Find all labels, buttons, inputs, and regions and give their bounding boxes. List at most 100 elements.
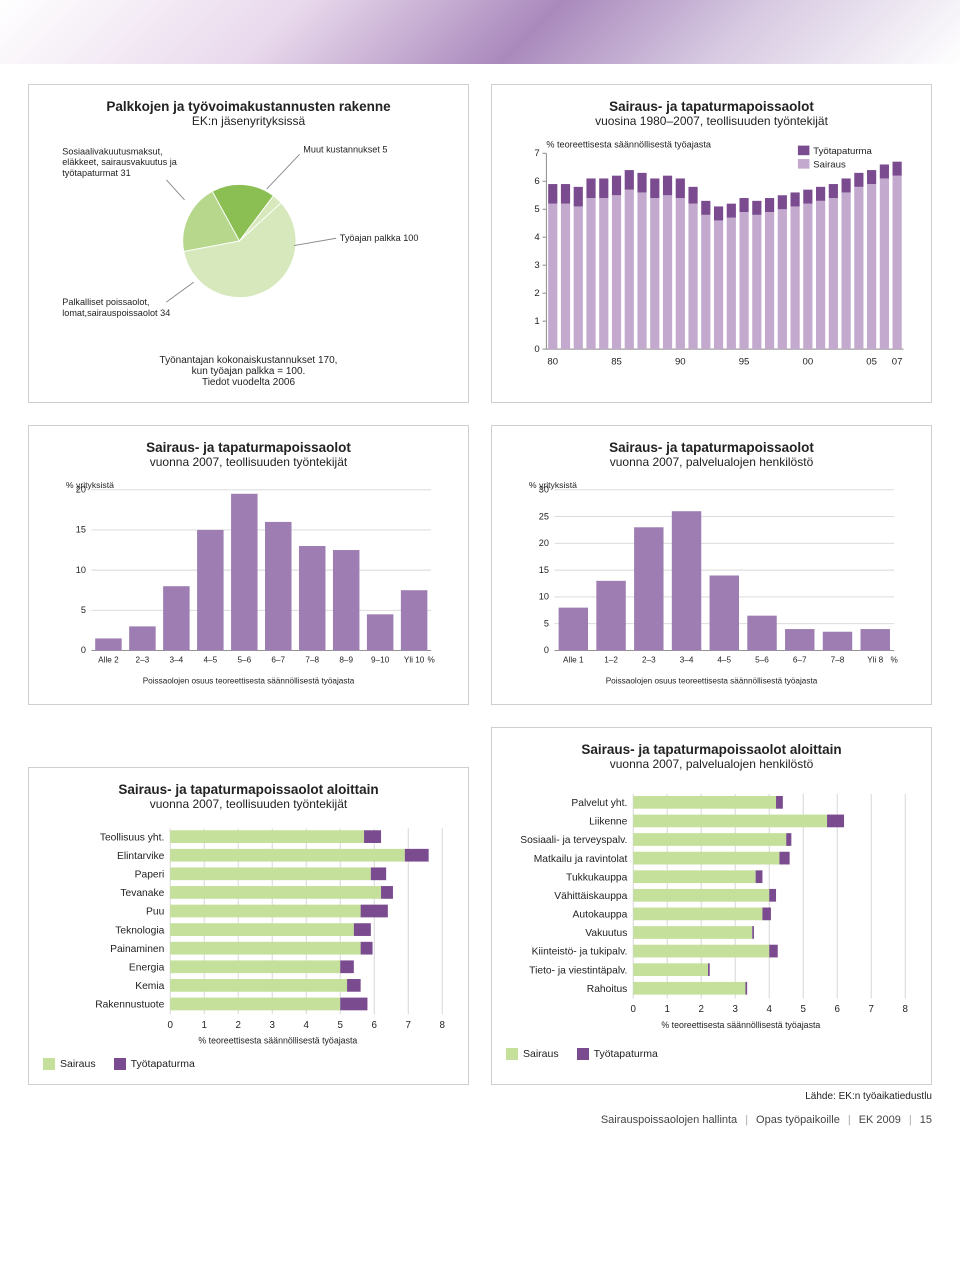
svg-text:30: 30 (539, 485, 549, 495)
svg-text:Teknologia: Teknologia (115, 925, 164, 936)
svg-text:5: 5 (534, 204, 539, 215)
svg-text:Poissaolojen osuus teoreettise: Poissaolojen osuus teoreettisesta säännö… (143, 676, 355, 685)
svg-text:2–3: 2–3 (136, 655, 150, 664)
svg-text:% yrityksistä: % yrityksistä (529, 480, 577, 490)
svg-text:lomat,sairauspoissaolot 34: lomat,sairauspoissaolot 34 (62, 308, 170, 318)
svg-text:10: 10 (76, 565, 86, 575)
svg-text:8–9: 8–9 (339, 655, 353, 664)
source-line: Lähde: EK:n työaikatiedustlu (28, 1091, 932, 1102)
svg-text:6–7: 6–7 (793, 655, 807, 664)
legend-label: Sairaus (60, 1058, 96, 1070)
panel-sector-industry: Sairaus- ja tapaturmapoissaolot aloittai… (28, 767, 469, 1085)
pie-chart: Sosiaalivakuutusmaksut,eläkkeet, sairaus… (43, 136, 454, 346)
svg-text:Tieto- ja viestintäpalv.: Tieto- ja viestintäpalv. (529, 965, 627, 976)
svg-text:15: 15 (539, 565, 549, 575)
page-number: 15 (920, 1114, 932, 1126)
svg-text:8: 8 (903, 1004, 908, 1015)
svg-text:1–2: 1–2 (604, 655, 618, 664)
svg-text:2: 2 (699, 1004, 704, 1015)
svg-text:7: 7 (534, 148, 539, 159)
svg-text:Alle 1: Alle 1 (563, 655, 584, 664)
svg-text:Teollisuus yht.: Teollisuus yht. (100, 832, 164, 843)
legend: Sairaus Työtapaturma (43, 1058, 454, 1070)
panel-subtitle: vuonna 2007, palvelualojen henkilöstö (506, 455, 917, 469)
svg-text:5–6: 5–6 (237, 655, 251, 664)
svg-text:Puu: Puu (146, 907, 165, 918)
legend: Sairaus Työtapaturma (506, 1048, 917, 1060)
panel-subtitle: vuosina 1980–2007, teollisuuden työnteki… (506, 114, 917, 128)
svg-text:3–4: 3–4 (170, 655, 184, 664)
panel-cost-structure: Palkkojen ja työvoimakustannusten rakenn… (28, 84, 469, 403)
svg-text:Energia: Energia (129, 962, 165, 973)
svg-text:25: 25 (539, 511, 549, 521)
svg-text:Rahoitus: Rahoitus (587, 984, 628, 995)
svg-text:3: 3 (270, 1020, 275, 1031)
svg-text:Painaminen: Painaminen (110, 944, 165, 955)
svg-text:3: 3 (534, 260, 539, 271)
svg-text:5: 5 (544, 618, 549, 628)
svg-text:6: 6 (835, 1004, 840, 1015)
svg-text:Työtapaturma: Työtapaturma (813, 146, 872, 157)
svg-text:0: 0 (544, 645, 549, 655)
svg-text:% teoreettisesta säännöllisest: % teoreettisesta säännöllisestä työajast… (198, 1036, 357, 1046)
bar-chart: % yrityksistä051015202530Alle 11–22–33–4… (506, 477, 917, 687)
svg-text:Palkalliset poissaolot,: Palkalliset poissaolot, (62, 297, 149, 307)
svg-text:80: 80 (547, 356, 558, 367)
bar-chart: % yrityksistä05101520Alle 22–33–44–55–66… (43, 477, 454, 687)
svg-text:00: 00 (803, 356, 814, 367)
svg-text:5: 5 (338, 1020, 344, 1031)
svg-text:90: 90 (675, 356, 686, 367)
footer-text: EK 2009 (859, 1114, 901, 1126)
panel-subtitle: vuonna 2007, palvelualojen henkilöstö (506, 757, 917, 771)
svg-text:0: 0 (534, 344, 539, 355)
svg-text:1: 1 (665, 1004, 670, 1015)
svg-text:Matkailu ja ravintolat: Matkailu ja ravintolat (534, 854, 628, 865)
svg-text:4: 4 (767, 1004, 773, 1015)
pie-caption: kun työajan palkka = 100. (43, 366, 454, 377)
svg-text:5–6: 5–6 (755, 655, 769, 664)
footer-text: Sairauspoissaolojen hallinta (601, 1114, 737, 1126)
svg-text:Elintarvike: Elintarvike (117, 851, 165, 862)
svg-text:Autokauppa: Autokauppa (573, 910, 628, 921)
svg-text:05: 05 (866, 356, 877, 367)
svg-text:4: 4 (304, 1020, 310, 1031)
svg-text:Alle 2: Alle 2 (98, 655, 119, 664)
panel-title: Sairaus- ja tapaturmapoissaolot aloittai… (43, 782, 454, 797)
svg-text:4–5: 4–5 (203, 655, 217, 664)
svg-text:2: 2 (236, 1020, 241, 1031)
svg-text:1: 1 (202, 1020, 207, 1031)
svg-text:Yli 10: Yli 10 (404, 655, 425, 664)
svg-text:07: 07 (892, 356, 903, 367)
svg-text:Vähittäiskauppa: Vähittäiskauppa (554, 891, 627, 902)
decorative-banner (0, 0, 960, 64)
svg-text:4: 4 (534, 232, 540, 243)
pie-caption: Työnantajan kokonaiskustannukset 170, (43, 355, 454, 366)
legend-label: Työtapaturma (131, 1058, 195, 1070)
svg-text:Sairaus: Sairaus (813, 160, 846, 171)
svg-text:8: 8 (440, 1020, 445, 1031)
svg-text:5: 5 (81, 605, 86, 615)
svg-text:Kiinteistö- ja tukipalv.: Kiinteistö- ja tukipalv. (532, 947, 628, 958)
svg-text:Tevanake: Tevanake (120, 888, 164, 899)
panel-subtitle: vuonna 2007, teollisuuden työntekijät (43, 797, 454, 811)
svg-text:työtapaturmat 31: työtapaturmat 31 (62, 168, 130, 178)
svg-text:10: 10 (539, 592, 549, 602)
svg-text:15: 15 (76, 525, 86, 535)
svg-text:eläkkeet, sairausvakuutus ja: eläkkeet, sairausvakuutus ja (62, 157, 178, 167)
panel-subtitle: EK:n jäsenyrityksissä (43, 114, 454, 128)
svg-text:%: % (890, 655, 897, 664)
legend-label: Sairaus (523, 1048, 559, 1060)
svg-text:Muut kustannukset 5: Muut kustannukset 5 (303, 144, 387, 154)
svg-text:Palvelut yht.: Palvelut yht. (571, 798, 627, 809)
svg-text:Liikenne: Liikenne (589, 817, 628, 828)
panel-title: Sairaus- ja tapaturmapoissaolot (506, 99, 917, 114)
svg-text:3: 3 (733, 1004, 738, 1015)
svg-text:20: 20 (76, 485, 86, 495)
svg-text:Sosiaalivakuutusmaksut,: Sosiaalivakuutusmaksut, (62, 146, 162, 156)
svg-text:7–8: 7–8 (305, 655, 319, 664)
panel-timeseries: Sairaus- ja tapaturmapoissaolot vuosina … (491, 84, 932, 403)
svg-text:5: 5 (801, 1004, 807, 1015)
svg-text:85: 85 (611, 356, 622, 367)
svg-text:3–4: 3–4 (680, 655, 694, 664)
svg-text:1: 1 (534, 316, 539, 327)
